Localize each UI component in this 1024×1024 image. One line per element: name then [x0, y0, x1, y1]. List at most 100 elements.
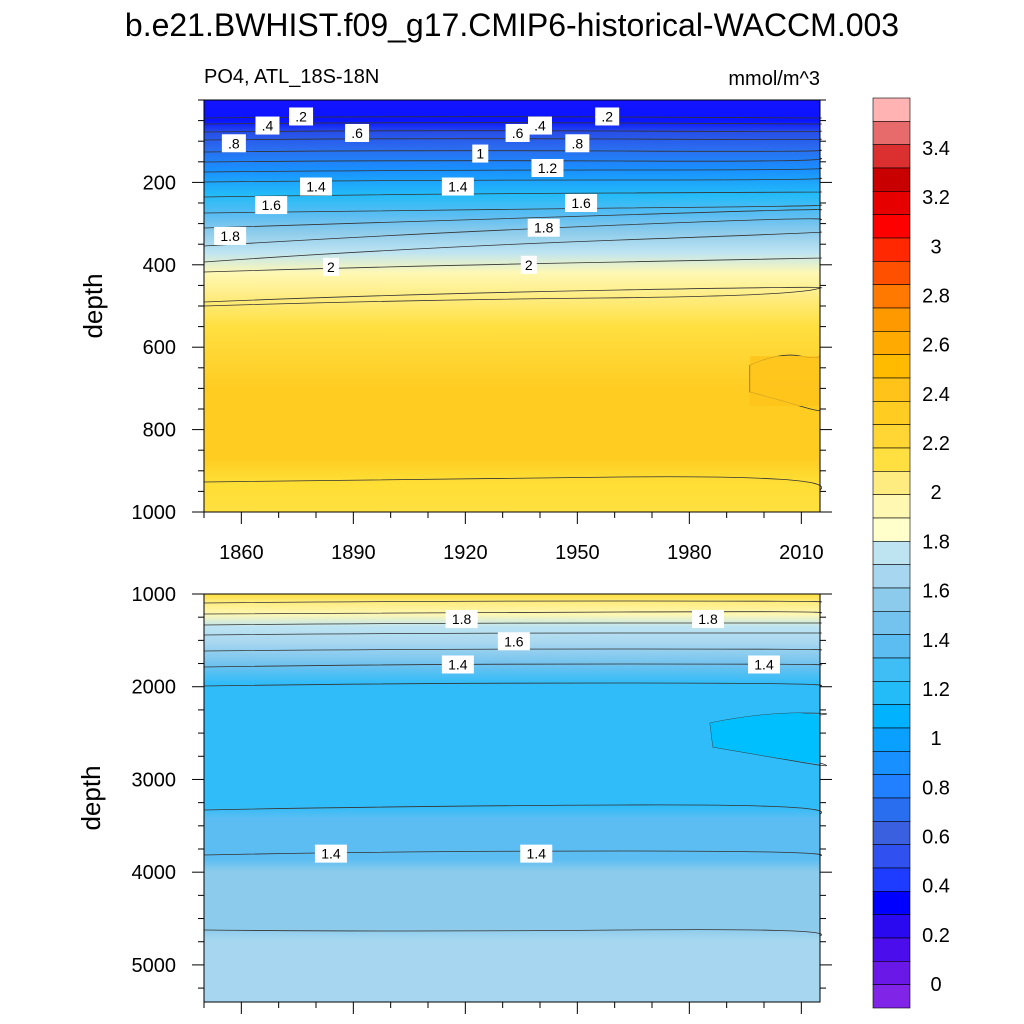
- y-tick-label: 1000: [132, 502, 177, 524]
- colorbar-segment: [872, 401, 911, 425]
- colorbar-label: 0: [930, 974, 941, 996]
- lower-contour-labels: 1.8 1.8 1.6 1.4 1.4 1.4 1.4: [314, 610, 780, 863]
- colorbar-label: 0.2: [922, 925, 950, 947]
- contour-label-bg: [214, 226, 247, 245]
- colorbar-label: 0.8: [922, 777, 950, 799]
- colorbar-segment: [872, 471, 911, 495]
- lower-feature-region: [710, 713, 820, 763]
- upper-plot-area: [204, 100, 820, 512]
- contour-label: 1.6: [504, 633, 524, 649]
- y-tick-label: 200: [143, 172, 176, 194]
- colorbar-segment: [872, 377, 911, 402]
- colorbar-segment: [872, 961, 911, 985]
- chart-title: b.e21.BWHIST.f09_g17.CMIP6-historical-WA…: [125, 7, 899, 43]
- contour-label: 1.8: [452, 611, 472, 627]
- colorbar-segment: [872, 517, 911, 542]
- y-tick-label: 2000: [132, 677, 177, 699]
- contour-label: 1.4: [321, 846, 341, 862]
- upper-feature-region: [750, 356, 820, 406]
- lower-contour-lines: [203, 600, 827, 937]
- colorbar-segment: [872, 611, 911, 635]
- colorbar-segment: [872, 937, 911, 962]
- contour-label-bg: [528, 116, 552, 135]
- lower-y-ticks: 1000 2000 3000 4000 5000: [132, 584, 832, 989]
- colorbar-label: 0.6: [922, 826, 950, 848]
- contour-label: .6: [351, 125, 363, 141]
- contour-label-bg: [565, 194, 598, 212]
- contour-label-bg: [300, 177, 332, 196]
- colorbar-segment: [872, 261, 911, 285]
- contour-label-bg: [527, 218, 560, 237]
- colorbar-label: 3.4: [922, 138, 950, 160]
- colorbar-segment: [872, 424, 911, 449]
- contour-label: 1.8: [220, 228, 240, 244]
- colorbar-label: 2.4: [922, 384, 950, 406]
- contour-label: 1.4: [448, 656, 468, 672]
- colorbar-segment: [872, 447, 911, 472]
- contour-label: 1.4: [306, 179, 326, 195]
- colorbar-label: 1.2: [922, 679, 950, 701]
- colorbar-segment: [872, 704, 911, 729]
- colorbar-label: 1: [930, 728, 941, 750]
- colorbar-segment: [872, 214, 911, 239]
- contour-label: 1.4: [527, 846, 547, 862]
- x-tick-label: 1950: [555, 542, 600, 564]
- contour-label-bg: [692, 610, 724, 629]
- contour-label-bg: [497, 632, 530, 651]
- contour-label-bg: [595, 107, 620, 126]
- y-tick-label: 5000: [132, 955, 177, 977]
- contour-label-bg: [441, 655, 474, 674]
- x-tick-label: 1890: [331, 542, 376, 564]
- contour-label: .8: [571, 135, 583, 151]
- colorbar-segment: [872, 914, 911, 939]
- chart-subtitle-left: PO4, ATL_18S-18N: [204, 66, 379, 88]
- colorbar-label: 2.2: [922, 433, 950, 455]
- contour-label: .8: [228, 135, 240, 151]
- contour-label-bg: [520, 844, 553, 863]
- colorbar-segment: [872, 681, 911, 705]
- contour-label: 1.2: [538, 160, 558, 176]
- colorbar-segment: [872, 797, 911, 822]
- colorbar-label: 1.8: [922, 531, 950, 553]
- upper-contour-labels: .2 .2 .4 .4 .6 .6 .8 .8 1 1.2 1.4 1.4 1.6 1.6 1.8 1.8 2 2: [214, 107, 620, 276]
- contour-label: 1.8: [698, 611, 718, 627]
- lower-plot-frame: [203, 593, 821, 1003]
- colorbar-segment: [872, 237, 911, 262]
- contour-label-bg: [255, 116, 280, 135]
- colorbar-segment: [872, 144, 911, 169]
- contour-label-bg: [520, 255, 537, 274]
- colorbar-label: 3: [930, 236, 941, 258]
- lower-plot-area: [204, 594, 820, 1002]
- colorbar-segment: [872, 541, 911, 565]
- contour-label: .2: [295, 108, 307, 124]
- contour-label-bg: [748, 655, 780, 674]
- colorbar-segment: [872, 97, 911, 122]
- x-tick-label: 1980: [667, 542, 712, 564]
- colorbar-label: 3.2: [922, 187, 950, 209]
- upper-x-ticks: 1860 1890 1920 1950 1980 2010: [203, 512, 824, 564]
- y-tick-label: 3000: [132, 769, 177, 791]
- colorbar-segment: [872, 587, 911, 612]
- contour-label-bg: [472, 144, 489, 163]
- colorbar-segment: [872, 121, 911, 145]
- chart-units: mmol/m^3: [728, 68, 820, 90]
- contour-label-bg: [289, 107, 314, 126]
- contour-label: 1.8: [534, 220, 554, 236]
- contour-label-bg: [314, 844, 347, 863]
- upper-ylabel: depth: [78, 273, 108, 338]
- upper-panel: .2.2.4.4.6.6.8.811.21.4 1.41.6 1.61.81.82 2…: [78, 99, 832, 564]
- colorbar-segment: [872, 331, 911, 355]
- lower-panel: 1.8 1.8 1.6 1.4 1.4 1.4 1.4 1000 2000 3000 4000 50…: [76, 584, 832, 1014]
- colorbar: 3.4 3.2 3 2.8 2.6 2.4 2.2 2 1.8 1.6 1.4 1.2 1 0.8 0.6 0…: [872, 97, 950, 1009]
- colorbar-label: 2: [930, 482, 941, 504]
- contour-label-bg: [322, 257, 339, 276]
- contour-label-bg: [255, 196, 288, 215]
- colorbar-segment: [872, 191, 911, 215]
- colorbar-segment: [872, 657, 911, 682]
- colorbar-segment: [872, 774, 911, 799]
- y-tick-label: 800: [143, 420, 176, 442]
- colorbar-segment: [872, 494, 911, 519]
- colorbar-segment: [872, 307, 911, 332]
- colorbar-segment: [872, 634, 911, 659]
- contour-label-bg: [565, 134, 590, 153]
